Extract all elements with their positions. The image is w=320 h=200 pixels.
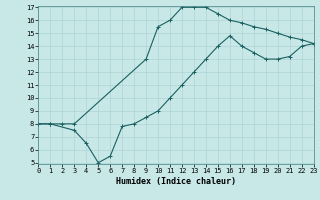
X-axis label: Humidex (Indice chaleur): Humidex (Indice chaleur) (116, 177, 236, 186)
